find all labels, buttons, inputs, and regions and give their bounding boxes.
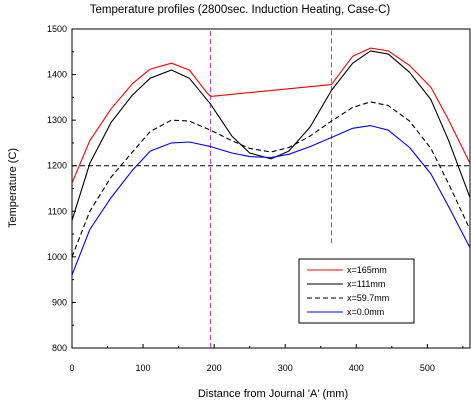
legend-label: x=165mm — [347, 265, 387, 275]
legend-items: x=165mm x=111mm x=59.7mm x=0.0mm — [307, 265, 389, 317]
y-tick-label: 1200 — [47, 161, 67, 171]
y-tick-label: 900 — [52, 297, 67, 307]
series-line-2 — [71, 101, 471, 258]
y-tick-label: 1000 — [47, 252, 67, 262]
x-tick-label: 0 — [69, 363, 74, 373]
series-line-1 — [71, 50, 471, 221]
reference-lines — [72, 29, 470, 348]
x-axis-label: Distance from Journal 'A' (mm) — [198, 388, 348, 400]
chart-title: Temperature profiles (2800sec. Induction… — [90, 4, 391, 16]
y-tick-label: 1400 — [47, 70, 67, 80]
x-tick-label: 300 — [278, 363, 293, 373]
series-line-0 — [71, 47, 471, 184]
x-tick-label: 500 — [420, 363, 435, 373]
series-line-3 — [71, 125, 471, 276]
legend-label: x=0.0mm — [347, 307, 384, 317]
y-tick-label: 800 — [52, 343, 67, 353]
series-lines — [71, 47, 471, 276]
x-tick-label: 400 — [349, 363, 364, 373]
y-axis-label: Temperature (C) — [7, 148, 19, 228]
x-tick-label: 200 — [207, 363, 222, 373]
y-axis-ticks: 800 900 1000 1100 1200 1300 1400 1500 — [47, 24, 76, 353]
y-tick-label: 1300 — [47, 115, 67, 125]
x-tick-label: 100 — [136, 363, 151, 373]
y-tick-label: 1100 — [48, 206, 67, 216]
legend-label: x=59.7mm — [347, 293, 389, 303]
y-tick-label: 1500 — [47, 24, 67, 34]
legend: x=165mm x=111mm x=59.7mm x=0.0mm — [298, 258, 415, 324]
legend-label: x=111mm — [347, 279, 385, 289]
x-axis-ticks: 0 100 200 300 400 500 — [69, 344, 464, 373]
